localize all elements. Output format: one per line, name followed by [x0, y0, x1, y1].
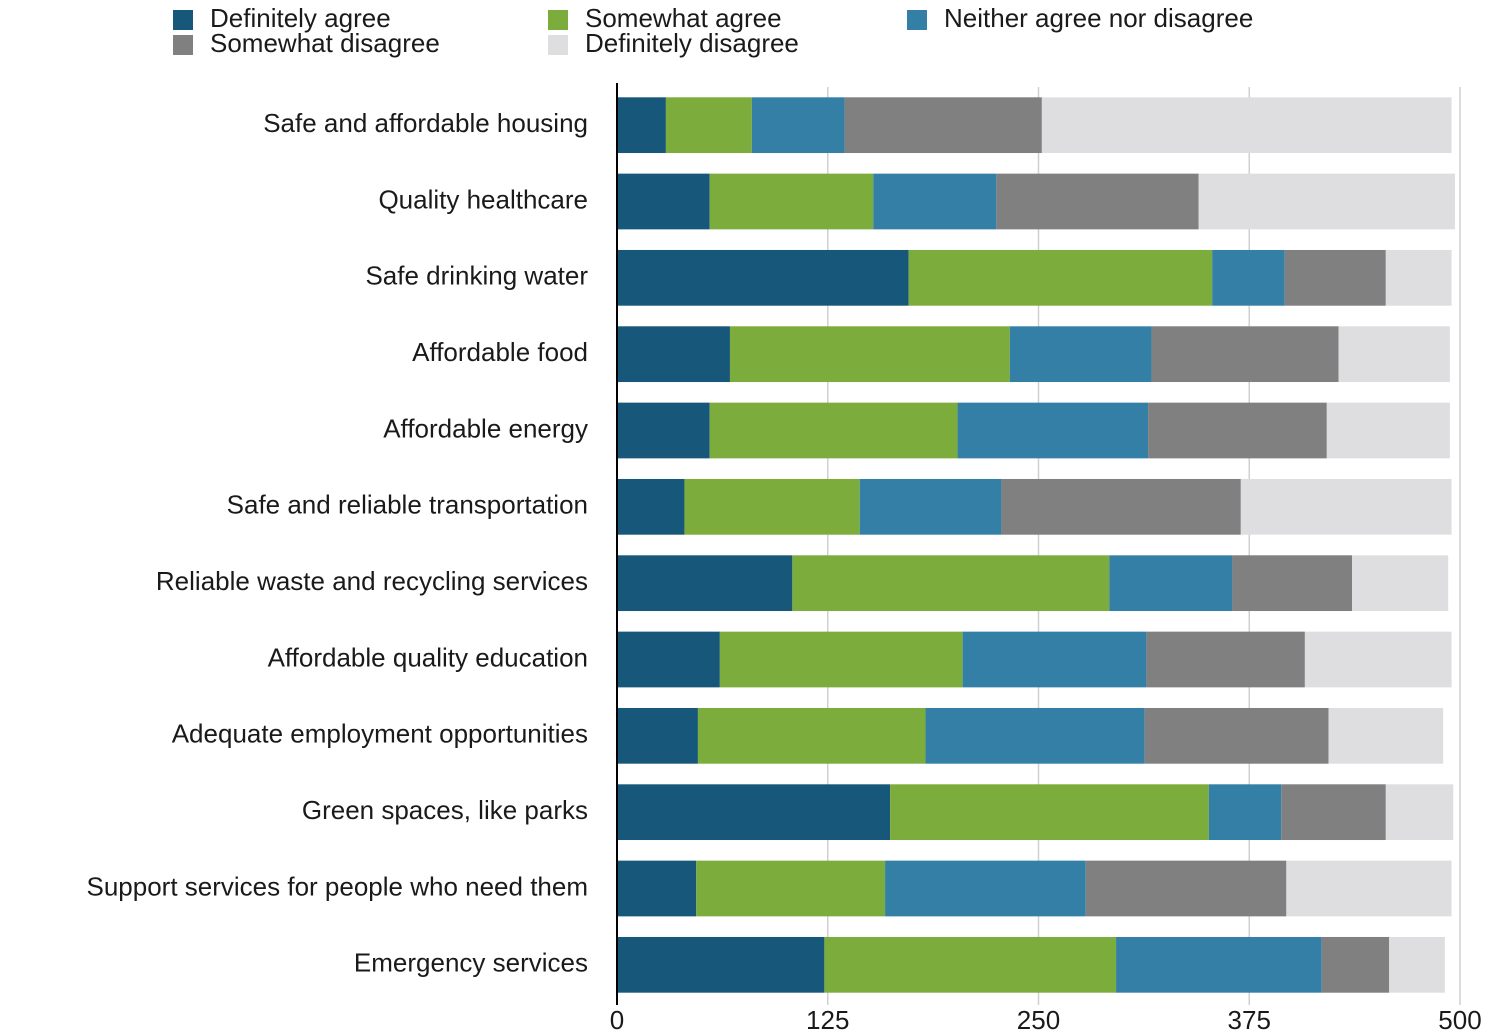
- x-tick-label: 250: [1017, 1005, 1060, 1035]
- legend-swatch: [173, 35, 193, 55]
- bar-segment: [617, 173, 710, 230]
- y-tick-label: Green spaces, like parks: [302, 795, 588, 825]
- bar-segment: [1116, 936, 1322, 993]
- bar-segment: [617, 249, 909, 306]
- legend-label: Somewhat agree: [585, 3, 782, 33]
- y-tick-label: Emergency services: [354, 948, 588, 978]
- y-tick-label: Safe and reliable transportation: [227, 490, 588, 520]
- bar-segment: [890, 784, 1209, 841]
- bar-segment: [617, 860, 697, 917]
- bar-segment: [719, 631, 963, 688]
- bar-segment: [1109, 555, 1233, 612]
- bar-segment: [873, 173, 997, 230]
- bar-segment: [1326, 402, 1450, 459]
- y-tick-label: Support services for people who need the…: [86, 871, 588, 901]
- bar-segment: [1338, 326, 1450, 383]
- bar-segment: [709, 402, 958, 459]
- bar-segment: [1198, 173, 1455, 230]
- y-tick-label: Affordable quality education: [268, 642, 588, 672]
- bar-segment: [1208, 784, 1282, 841]
- bar-segment: [824, 936, 1117, 993]
- bar-segment: [1328, 707, 1444, 764]
- bar-segment: [617, 936, 825, 993]
- bar-segment: [1321, 936, 1390, 993]
- bar-segment: [1304, 631, 1452, 688]
- y-tick-label: Safe drinking water: [365, 261, 588, 291]
- bar-segment: [1144, 707, 1329, 764]
- bar-segment: [617, 97, 666, 154]
- bar-segment: [1232, 555, 1353, 612]
- y-tick-label: Quality healthcare: [378, 184, 588, 214]
- y-tick-label: Affordable food: [412, 337, 588, 367]
- x-tick-label: 0: [610, 1005, 624, 1035]
- bar-segment: [1151, 326, 1339, 383]
- bar-segment: [1281, 784, 1386, 841]
- bar-segment: [1009, 326, 1152, 383]
- bar-segment: [962, 631, 1147, 688]
- bar-segment: [792, 555, 1110, 612]
- x-tick-label: 375: [1228, 1005, 1271, 1035]
- bar-segment: [1385, 249, 1452, 306]
- bar-segment: [1389, 936, 1445, 993]
- bar-segment: [844, 97, 1042, 154]
- legend-label: Somewhat disagree: [210, 28, 440, 58]
- y-tick-label: Adequate employment opportunities: [172, 719, 588, 749]
- bar-segment: [617, 555, 793, 612]
- bar-segment: [1148, 402, 1327, 459]
- bar-segment: [1041, 97, 1452, 154]
- bar-segment: [1385, 784, 1454, 841]
- bar-segment: [696, 860, 886, 917]
- legend-label: Neither agree nor disagree: [944, 3, 1253, 33]
- bar-segment: [1240, 478, 1452, 535]
- bar-segment: [617, 402, 710, 459]
- legend-swatch: [548, 10, 568, 30]
- bar-segment: [1212, 249, 1285, 306]
- legend-label: Definitely disagree: [585, 28, 799, 58]
- bar-segment: [617, 326, 730, 383]
- legend-swatch: [173, 10, 193, 30]
- x-tick-label: 500: [1438, 1005, 1481, 1035]
- bar-segment: [729, 326, 1010, 383]
- legend-label: Definitely agree: [210, 3, 391, 33]
- bar-segment: [665, 97, 752, 154]
- bar-segment: [751, 97, 845, 154]
- bar-segment: [684, 478, 860, 535]
- y-tick-label: Safe and affordable housing: [263, 108, 588, 138]
- bar-segment: [925, 707, 1145, 764]
- bar-segment: [1146, 631, 1305, 688]
- bar-segment: [859, 478, 1002, 535]
- bar-segment: [1352, 555, 1449, 612]
- bar-segment: [1284, 249, 1386, 306]
- bar-segment: [617, 707, 698, 764]
- bar-segment: [885, 860, 1086, 917]
- bar-segment: [1001, 478, 1241, 535]
- bar-segment: [996, 173, 1199, 230]
- bar-segment: [697, 707, 926, 764]
- legend-swatch: [548, 35, 568, 55]
- bar-segment: [709, 173, 874, 230]
- bar-segment: [1286, 860, 1452, 917]
- bar-segment: [617, 478, 685, 535]
- legend-swatch: [907, 10, 927, 30]
- bar-segment: [617, 631, 720, 688]
- bar-segment: [957, 402, 1149, 459]
- bar-segment: [1085, 860, 1287, 917]
- y-tick-label: Reliable waste and recycling services: [156, 566, 588, 596]
- x-tick-label: 125: [806, 1005, 849, 1035]
- bar-segment: [908, 249, 1213, 306]
- y-tick-label: Affordable energy: [383, 413, 588, 443]
- bar-segment: [617, 784, 891, 841]
